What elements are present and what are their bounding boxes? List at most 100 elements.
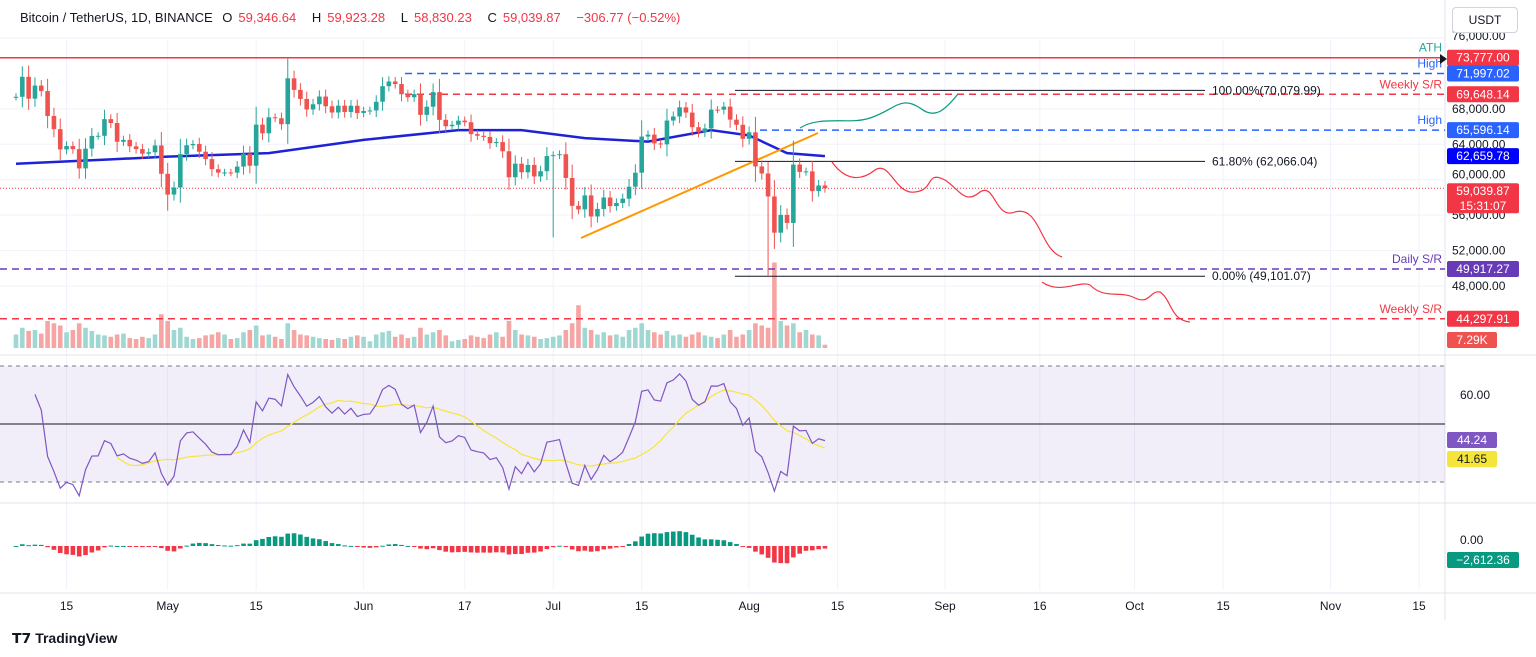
macd-histogram-bar xyxy=(57,546,63,553)
volume-bar xyxy=(336,338,341,348)
level-price-label: 44,297.91 xyxy=(1456,312,1510,326)
macd-histogram-bar xyxy=(348,545,354,547)
volume-bar xyxy=(512,330,518,348)
candle-body xyxy=(810,171,815,192)
volume-bar xyxy=(190,339,196,348)
macd-histogram-bar xyxy=(184,545,189,547)
macd-histogram-bar xyxy=(260,538,265,546)
macd-histogram-bar xyxy=(336,544,341,546)
rsi-ma-tag xyxy=(1447,451,1497,467)
volume-bar xyxy=(538,339,543,348)
macd-histogram-bar xyxy=(108,545,114,547)
candle-body xyxy=(317,96,322,105)
macd-histogram-bar xyxy=(462,546,468,552)
macd-histogram-bar xyxy=(437,546,442,551)
candle-body xyxy=(525,164,531,173)
candle-body xyxy=(102,119,107,136)
macd-histogram-bar xyxy=(392,544,398,546)
candle-body xyxy=(689,112,695,128)
candle-body xyxy=(494,142,499,144)
volume-bar xyxy=(203,335,208,348)
level-price-label: 73,777.00 xyxy=(1456,51,1510,65)
candle-body xyxy=(569,177,575,206)
candle-body xyxy=(336,105,341,113)
volume-bar xyxy=(184,336,189,348)
level-price-label-tag xyxy=(1447,261,1519,278)
volume-bar xyxy=(45,321,50,348)
macd-histogram-bar xyxy=(645,533,651,546)
macd-histogram-bar xyxy=(652,533,657,546)
macd-histogram-bar xyxy=(133,546,139,547)
candle-body xyxy=(595,208,600,217)
candle-body xyxy=(323,96,328,107)
macd-histogram-bar xyxy=(500,546,505,553)
candle-body xyxy=(354,105,360,114)
macd-histogram-bar xyxy=(298,534,303,546)
macd-histogram-bar xyxy=(51,546,57,550)
macd-histogram-bar xyxy=(38,544,44,546)
macd-histogram-bar xyxy=(20,544,25,546)
tradingview-logo[interactable]: 𝗧𝟳 TradingView xyxy=(12,630,117,647)
candle-body xyxy=(531,164,537,177)
candle-body xyxy=(203,151,208,160)
macd-histogram-bar xyxy=(203,543,208,546)
macd-histogram-bar xyxy=(76,546,82,557)
volume-bar xyxy=(639,323,644,348)
candle-body xyxy=(645,134,651,137)
time-axis-label: 15 xyxy=(1216,599,1230,613)
candle-body xyxy=(146,152,152,154)
candle-body xyxy=(822,185,828,189)
level-price-label-tag xyxy=(1447,86,1519,103)
time-axis-label: 17 xyxy=(458,599,472,613)
macd-histogram-bar xyxy=(810,546,815,551)
volume-bar xyxy=(715,338,720,348)
macd-histogram-bar xyxy=(45,546,50,548)
ath-arrow-icon xyxy=(1440,54,1447,64)
macd-histogram-bar xyxy=(658,533,663,546)
fib-label: 0.00% (49,101.07) xyxy=(1212,269,1311,283)
candle-body xyxy=(437,92,442,120)
currency-button[interactable]: USDT xyxy=(1452,7,1518,33)
candle-body xyxy=(329,106,335,113)
price-axis-label: 68,000.00 xyxy=(1452,102,1506,116)
time-axis-label: Aug xyxy=(738,599,759,613)
level-price-label-tag xyxy=(1447,310,1519,327)
candle-body xyxy=(456,120,461,125)
time-axis-label: 15 xyxy=(60,599,74,613)
volume-bar xyxy=(108,336,114,348)
volume-bar xyxy=(563,330,569,348)
brand-name: TradingView xyxy=(35,630,118,646)
rsi-axis-label: 60.00 xyxy=(1460,388,1490,402)
volume-bar xyxy=(127,338,133,348)
candle-body xyxy=(247,153,253,166)
bearish-projection xyxy=(831,161,1191,323)
countdown-label: 15:31:07 xyxy=(1460,199,1507,213)
candle-body xyxy=(32,85,38,99)
candle-body xyxy=(380,86,385,102)
volume-bar xyxy=(121,333,126,348)
volume-bar xyxy=(582,327,588,348)
candle-body xyxy=(576,205,581,210)
volume-bar xyxy=(683,336,689,348)
volume-bar xyxy=(279,339,284,348)
candle-body xyxy=(468,122,474,135)
macd-histogram-bar xyxy=(26,545,31,547)
macd-histogram-bar xyxy=(373,546,379,548)
macd-histogram-bar xyxy=(32,544,38,546)
volume-bar xyxy=(298,334,303,348)
logo-icon: 𝗧𝟳 xyxy=(12,630,36,646)
volume-bar xyxy=(102,335,107,348)
macd-histogram-bar xyxy=(285,533,291,546)
volume-bar xyxy=(816,335,821,348)
rsi-value: 44.24 xyxy=(1457,433,1487,447)
candle-body xyxy=(20,76,25,97)
macd-histogram-bar xyxy=(171,546,177,552)
time-axis-label: 15 xyxy=(249,599,263,613)
volume-bar xyxy=(209,334,215,348)
candle-body xyxy=(765,173,771,197)
candle-body xyxy=(620,198,626,204)
macd-histogram-bar xyxy=(607,546,613,549)
symbol-title[interactable]: Bitcoin / TetherUS, 1D, BINANCE xyxy=(20,10,213,25)
